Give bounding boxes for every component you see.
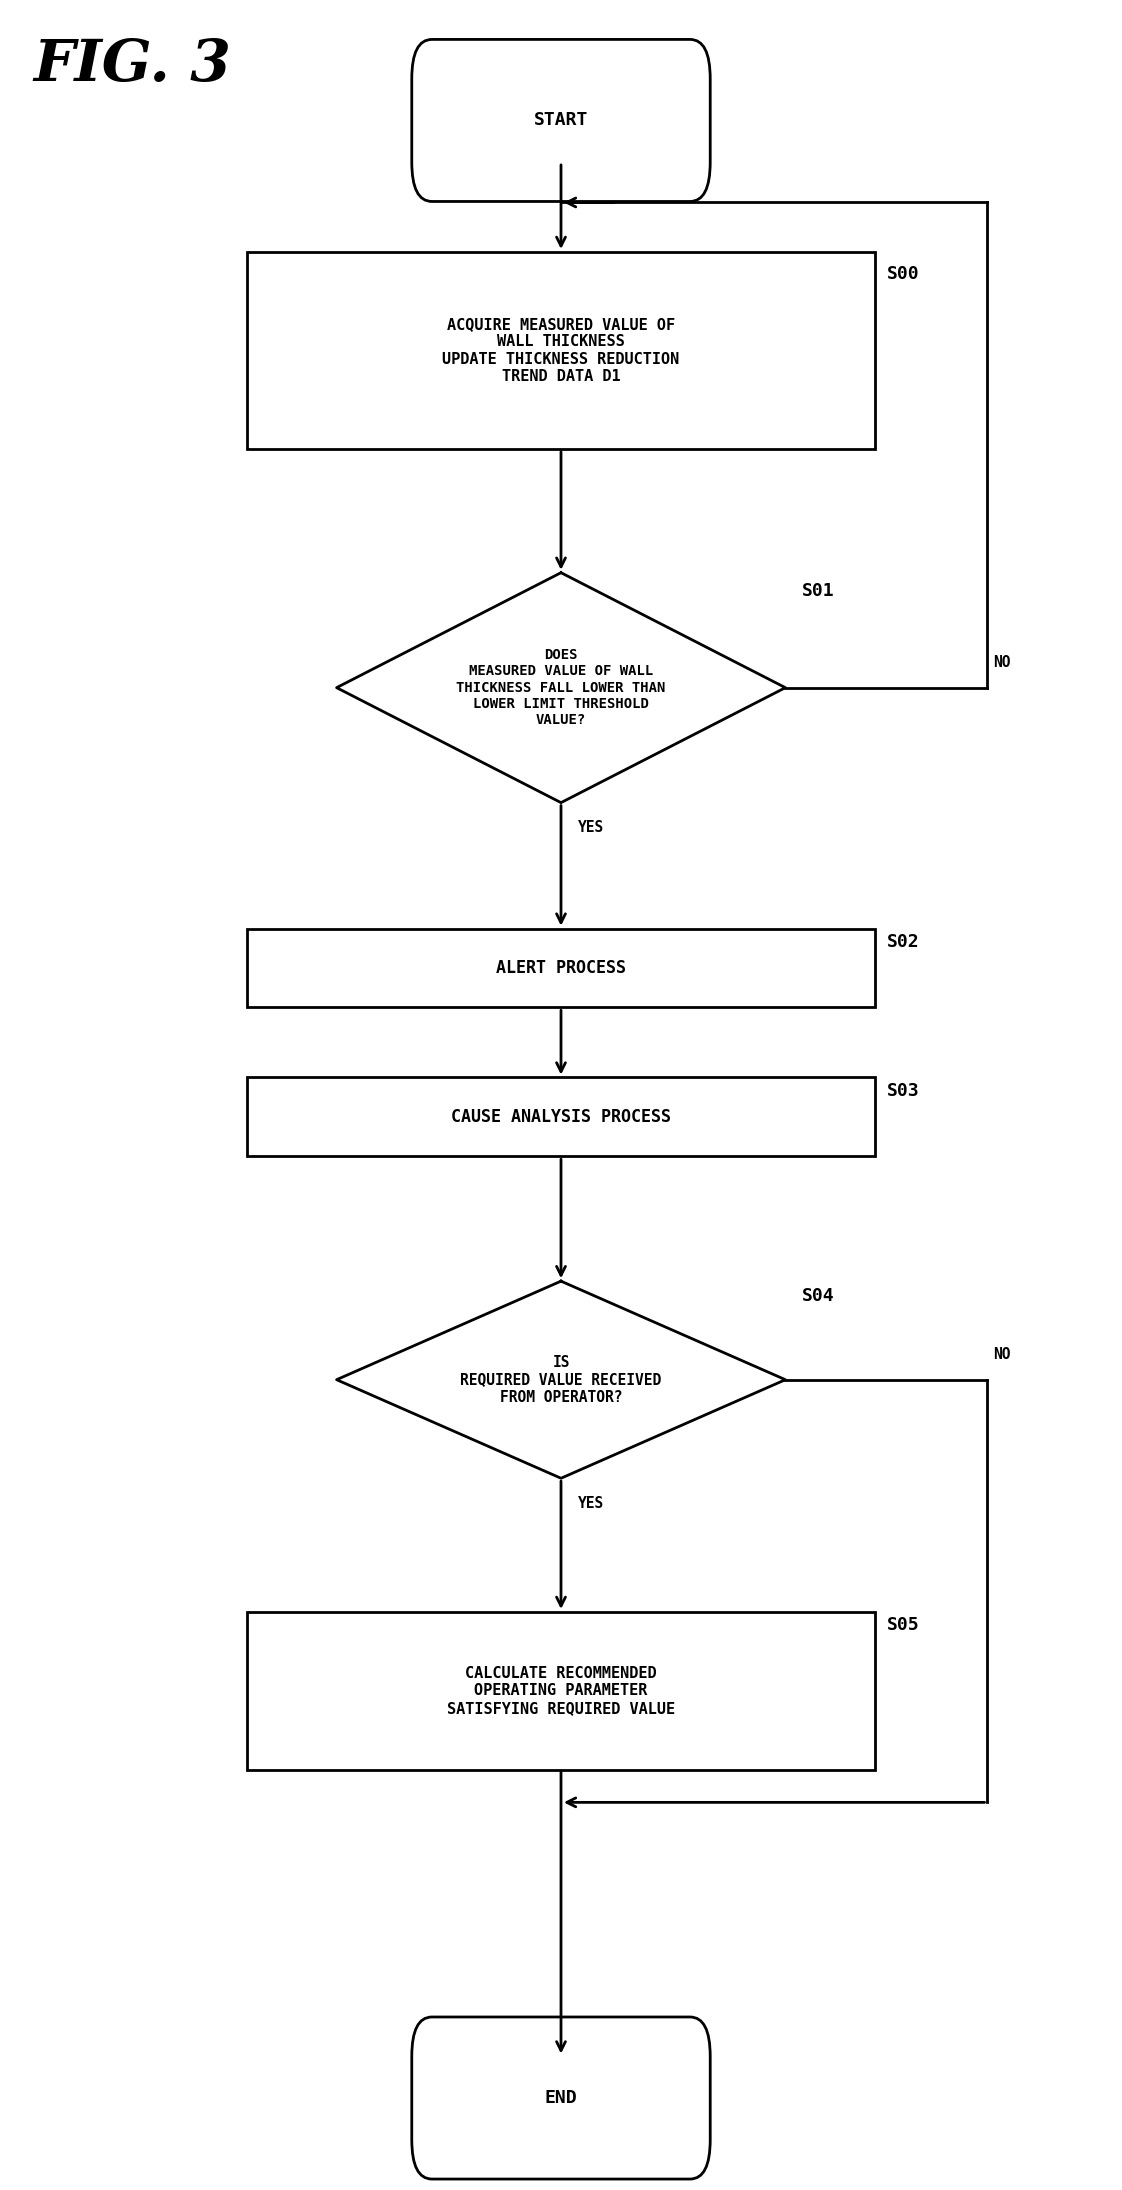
Text: IS
REQUIRED VALUE RECEIVED
FROM OPERATOR?: IS REQUIRED VALUE RECEIVED FROM OPERATOR… [460, 1356, 662, 1404]
Text: CAUSE ANALYSIS PROCESS: CAUSE ANALYSIS PROCESS [451, 1108, 671, 1126]
Text: YES: YES [578, 1496, 604, 1511]
FancyBboxPatch shape [412, 2017, 710, 2179]
Text: NO: NO [993, 655, 1011, 670]
Text: S04: S04 [802, 1288, 835, 1305]
Text: ALERT PROCESS: ALERT PROCESS [496, 959, 626, 977]
Text: S01: S01 [802, 583, 835, 600]
Text: START: START [534, 112, 588, 129]
FancyBboxPatch shape [412, 39, 710, 201]
Text: S03: S03 [886, 1082, 919, 1099]
Text: END: END [544, 2089, 578, 2107]
Bar [247, 1077, 875, 1156]
Polygon shape [337, 1281, 785, 1478]
Text: S05: S05 [886, 1616, 919, 1634]
Bar [247, 929, 875, 1007]
Text: CALCULATE RECOMMENDED
OPERATING PARAMETER
SATISFYING REQUIRED VALUE: CALCULATE RECOMMENDED OPERATING PARAMETE… [447, 1667, 675, 1715]
Text: S00: S00 [886, 265, 919, 283]
Text: FIG. 3: FIG. 3 [34, 37, 231, 94]
Bar [247, 252, 875, 449]
Polygon shape [337, 574, 785, 804]
Text: DOES
MEASURED VALUE OF WALL
THICKNESS FALL LOWER THAN
LOWER LIMIT THRESHOLD
VALU: DOES MEASURED VALUE OF WALL THICKNESS FA… [457, 648, 665, 727]
Text: ACQUIRE MEASURED VALUE OF
WALL THICKNESS
UPDATE THICKNESS REDUCTION
TREND DATA D: ACQUIRE MEASURED VALUE OF WALL THICKNESS… [442, 318, 680, 383]
Text: NO: NO [993, 1347, 1011, 1362]
Text: S02: S02 [886, 933, 919, 950]
Text: YES: YES [578, 821, 604, 834]
Bar [247, 1612, 875, 1770]
